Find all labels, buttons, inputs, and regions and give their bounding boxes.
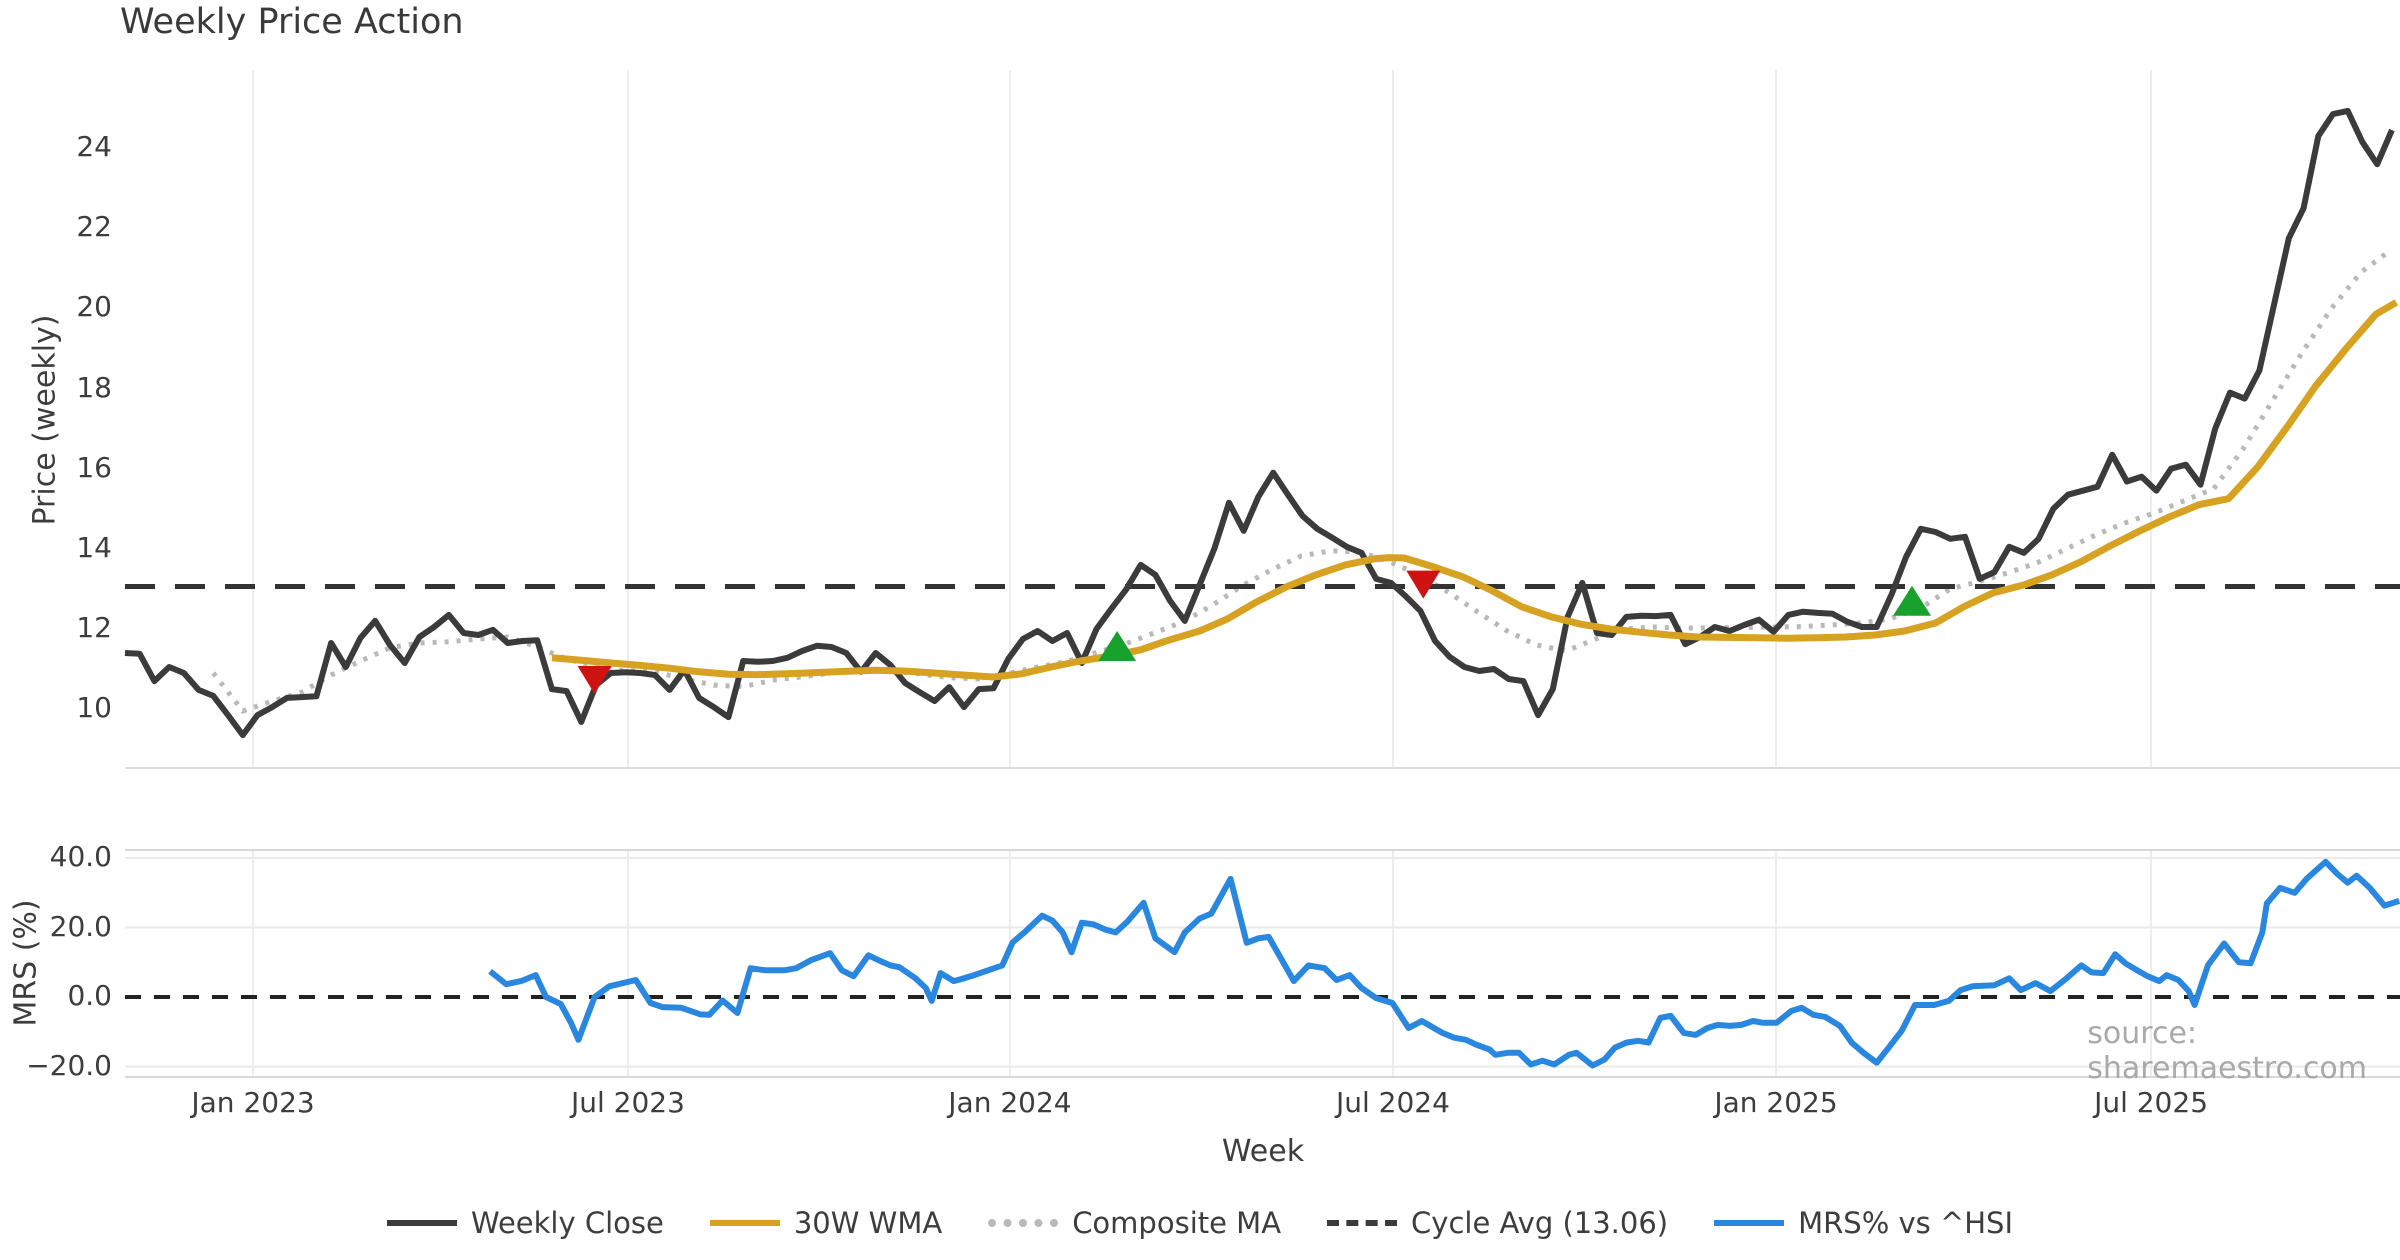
price-axis-label: Price (weekly)	[27, 314, 63, 526]
sell-marker-icon	[1406, 570, 1441, 599]
series-close	[124, 107, 2395, 739]
mrs-tick-label: 40.0	[49, 839, 112, 873]
legend: Weekly Close 30W WMA Composite MA Cycle Avg…	[0, 1206, 2400, 1240]
x-tick-label: Jan 2025	[1714, 1086, 1838, 1119]
legend-label: Weekly Close	[470, 1206, 664, 1240]
buy-marker-icon	[1098, 630, 1137, 661]
legend-swatch-cycle-avg-icon	[1327, 1220, 1398, 1226]
legend-label: MRS% vs ^HSI	[1798, 1206, 2014, 1240]
legend-item-composite: Composite MA	[988, 1206, 1281, 1240]
legend-label: 30W WMA	[793, 1206, 943, 1240]
legend-item-close: Weekly Close	[386, 1206, 664, 1240]
x-tick-label: Jan 2023	[191, 1086, 315, 1119]
price-tick-label: 16	[76, 450, 112, 484]
legend-swatch-close-icon	[386, 1220, 457, 1226]
legend-swatch-composite-icon	[988, 1219, 1059, 1227]
mrs-tick-label: 20.0	[49, 909, 112, 943]
price-tick-label: 24	[76, 130, 112, 164]
series-composite	[211, 248, 2392, 714]
x-tick-label: Jul 2024	[1335, 1086, 1450, 1119]
legend-item-wma: 30W WMA	[709, 1206, 943, 1240]
mrs-tick-label: 0.0	[67, 979, 112, 1013]
price-tick-label: 18	[76, 370, 112, 404]
x-tick-label: Jan 2024	[948, 1086, 1072, 1119]
legend-item-mrs: MRS% vs ^HSI	[1714, 1206, 2013, 1240]
mrs-tick-label: −20.0	[26, 1048, 112, 1082]
page-title: Weekly Price Action	[120, 2, 464, 42]
legend-item-cycle-avg: Cycle Avg (13.06)	[1327, 1206, 1668, 1240]
price-tick-label: 22	[76, 210, 112, 244]
x-tick-label: Jul 2023	[570, 1086, 685, 1119]
series-mrs	[488, 858, 2400, 1069]
source-note: source: sharemaestro.com	[2087, 1016, 2368, 1086]
sell-marker-icon	[577, 666, 612, 695]
x-axis-label: Week	[1221, 1134, 1305, 1169]
legend-label: Composite MA	[1072, 1206, 1282, 1240]
legend-swatch-mrs-icon	[1714, 1220, 1785, 1226]
price-tick-label: 12	[76, 610, 112, 644]
x-tick-label: Jul 2025	[2094, 1086, 2209, 1119]
legend-label: Cycle Avg (13.06)	[1411, 1206, 1669, 1240]
buy-marker-icon	[1893, 585, 1932, 616]
price-tick-label: 10	[76, 691, 112, 725]
price-tick-label: 14	[76, 530, 112, 564]
series-wma	[551, 299, 2399, 681]
legend-swatch-wma-icon	[709, 1220, 780, 1226]
price-tick-label: 20	[76, 290, 112, 324]
